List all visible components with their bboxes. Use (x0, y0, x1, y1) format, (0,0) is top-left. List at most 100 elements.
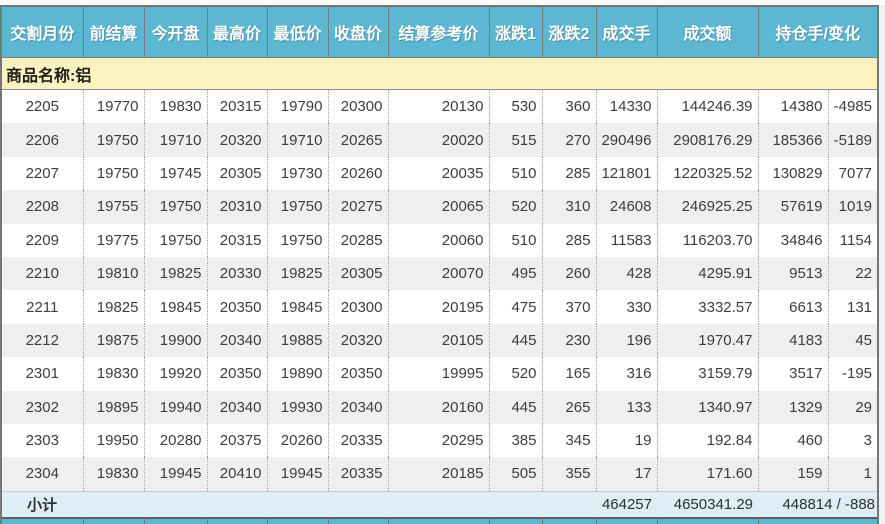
col-header-open-interest-change: 持仓手/变化 (758, 7, 878, 58)
col-header-volume: 成交手 (596, 7, 658, 58)
cell-month: 2304 (2, 457, 84, 492)
data-rows: 2205 19770 19830 20315 19790 20300 20130 530 360… (2, 89, 878, 492)
cell-oi: 9513 (758, 256, 829, 291)
cell-change1: 530 (489, 89, 543, 124)
cell-change2: 230 (542, 323, 597, 358)
cell-oi_change: 7077 (838, 164, 873, 182)
cell-low: 19930 (267, 390, 329, 424)
cell-turnover: 192.84 (657, 423, 759, 458)
cell-low: 19890 (267, 357, 329, 391)
cell-high: 20340 (207, 390, 268, 424)
cell-open: 19750 (144, 223, 208, 257)
cell-change1: 520 (489, 190, 543, 224)
cell-volume: 19 (596, 423, 658, 458)
subtotal-label: 小计 (2, 490, 83, 517)
next-section-header-sliver (2, 516, 877, 524)
cell-oi: 4183 (758, 323, 829, 358)
cell-close: 20300 (328, 89, 389, 124)
cell-settle_ref: 19995 (388, 357, 490, 391)
cell-oi_change: -195 (841, 365, 873, 383)
cell-close: 20275 (328, 190, 389, 224)
cell-low: 19790 (267, 89, 329, 124)
cell-oi_change: 29 (855, 398, 873, 416)
cell-month: 2303 (2, 423, 84, 458)
cell-high: 20350 (207, 290, 268, 324)
cell-low: 19730 (267, 156, 329, 191)
table-row: 2212 19875 19900 20340 19885 20320 20105 445 230… (2, 323, 878, 358)
cell-high: 20315 (207, 223, 268, 257)
table-row: 2301 19830 19920 20350 19890 20350 19995 520 165… (2, 357, 877, 391)
cell-change1: 515 (489, 123, 543, 157)
cell-month: 2302 (2, 390, 84, 424)
cell-month: 2301 (2, 357, 84, 391)
table-row: 2209 19775 19750 20315 19750 20285 20060 510 285… (2, 223, 877, 257)
cell-open: 19830 (144, 89, 208, 124)
cell-open: 19940 (144, 390, 208, 424)
cell-turnover: 116203.70 (657, 223, 759, 257)
cell-low: 19945 (267, 457, 329, 492)
cell-oi_change: 3 (863, 432, 873, 450)
cell-low: 19710 (267, 123, 329, 157)
cell-low: 19750 (267, 190, 329, 224)
col-header-high: 最高价 (207, 7, 268, 58)
cell-oi: 1329 (758, 390, 829, 424)
quote-table: 交割月份 前结算 今开盘 最高价 最低价 收盘价 结算参考价 涨跌1 涨跌2 成… (2, 7, 878, 517)
cell-volume: 428 (596, 256, 658, 291)
cell-oi_change: 22 (855, 265, 873, 283)
cell-change2: 345 (542, 423, 597, 458)
cell-close: 20335 (328, 457, 389, 492)
cell-month: 2206 (2, 123, 84, 157)
table-row: 2302 19895 19940 20340 19930 20340 20160 445 265… (2, 390, 878, 424)
cell-month: 2209 (2, 223, 84, 257)
cell-open: 19845 (144, 290, 208, 324)
cell-turnover: 144246.39 (657, 89, 759, 124)
cell-turnover: 246925.25 (657, 190, 759, 224)
cell-prev_settle: 19775 (83, 223, 145, 257)
subtotal-open-interest-change: 448814 / -888 (758, 490, 878, 517)
cell-change2: 360 (542, 89, 597, 124)
cell-prev_settle: 19825 (83, 290, 145, 324)
cell-change2: 355 (542, 457, 597, 492)
cell-volume: 14330 (596, 89, 658, 124)
cell-low: 19845 (267, 290, 329, 324)
cell-turnover: 4295.91 (657, 256, 759, 291)
cell-open: 19900 (144, 323, 208, 358)
cell-close: 20265 (328, 123, 389, 157)
cell-settle_ref: 20130 (388, 89, 490, 124)
cell-close: 20320 (328, 323, 389, 358)
cell-change1: 445 (489, 323, 543, 358)
cell-volume: 316 (596, 357, 658, 391)
col-header-change2: 涨跌2 (542, 7, 597, 58)
cell-oi: 14380 (758, 89, 829, 124)
cell-turnover: 1220325.52 (657, 156, 759, 191)
cell-prev_settle: 19750 (83, 156, 145, 191)
cell-oi_change: 131 (846, 298, 873, 316)
cell-prev_settle: 19830 (83, 357, 145, 391)
cell-settle_ref: 20295 (388, 423, 490, 458)
cell-oi_change: -4985 (833, 98, 873, 116)
table-row: 2208 19755 19750 20310 19750 20275 20065 520 310… (2, 190, 878, 224)
cell-settle_ref: 20060 (388, 223, 490, 257)
cell-high: 20305 (207, 156, 268, 191)
cell-oi: 57619 (758, 190, 829, 224)
cell-volume: 133 (596, 390, 658, 424)
cell-turnover: 1340.97 (657, 390, 759, 424)
cell-volume: 290496 (596, 123, 658, 157)
cell-high: 20320 (207, 123, 268, 157)
cell-settle_ref: 20185 (388, 457, 490, 492)
table-row: 2304 19830 19945 20410 19945 20335 20185 505 355… (2, 457, 878, 492)
cell-change1: 445 (489, 390, 543, 424)
cell-high: 20410 (207, 457, 268, 492)
cell-open: 19710 (144, 123, 208, 157)
right-gutter (879, 5, 885, 524)
table-row: 2211 19825 19845 20350 19845 20300 20195 475 370… (2, 290, 877, 324)
cell-month: 2205 (2, 89, 84, 124)
cell-month: 2212 (2, 323, 84, 358)
cell-low: 19885 (267, 323, 329, 358)
table-row: 2303 19950 20280 20375 20260 20335 20295 385 345… (2, 423, 877, 458)
cell-oi: 3517 (758, 357, 829, 391)
cell-prev_settle: 19750 (83, 123, 145, 157)
cell-oi_change: 1154 (839, 231, 873, 249)
cell-oi: 159 (758, 457, 829, 492)
cell-change2: 260 (542, 256, 597, 291)
